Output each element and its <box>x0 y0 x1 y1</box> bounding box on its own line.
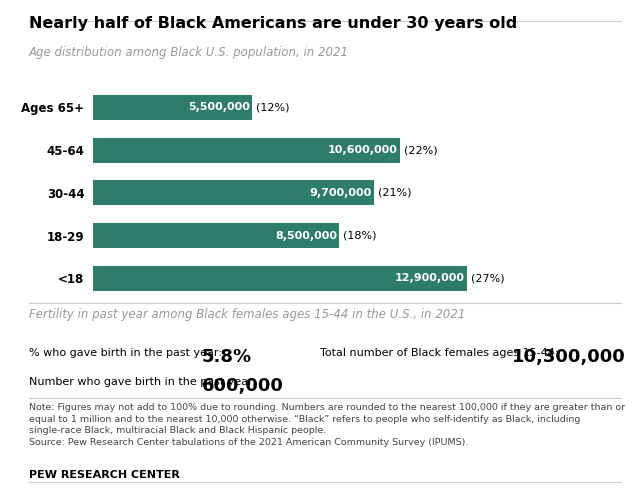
Text: 10,300,000: 10,300,000 <box>512 348 626 366</box>
Text: (12%): (12%) <box>256 102 289 112</box>
Text: Number who gave birth in the past year:: Number who gave birth in the past year: <box>29 377 256 387</box>
Text: (22%): (22%) <box>404 145 438 155</box>
Text: (27%): (27%) <box>470 274 504 284</box>
Text: 600,000: 600,000 <box>202 377 284 395</box>
Text: Fertility in past year among Black females ages 15-44 in the U.S., in 2021: Fertility in past year among Black femal… <box>29 308 465 321</box>
Bar <box>93 266 467 291</box>
Text: 10,600,000: 10,600,000 <box>328 145 398 155</box>
Text: (21%): (21%) <box>378 188 412 198</box>
Text: 8,500,000: 8,500,000 <box>275 230 337 240</box>
Text: 5.8%: 5.8% <box>202 348 252 366</box>
Text: 12,900,000: 12,900,000 <box>395 274 465 284</box>
Text: Nearly half of Black Americans are under 30 years old: Nearly half of Black Americans are under… <box>29 16 517 31</box>
Text: (18%): (18%) <box>343 230 376 240</box>
Text: Age distribution among Black U.S. population, in 2021: Age distribution among Black U.S. popula… <box>29 46 349 59</box>
Bar <box>93 223 339 248</box>
Bar <box>93 95 252 120</box>
Text: 5,500,000: 5,500,000 <box>188 102 250 112</box>
Text: PEW RESEARCH CENTER: PEW RESEARCH CENTER <box>29 470 180 480</box>
Text: Note: Figures may not add to 100% due to rounding. Numbers are rounded to the ne: Note: Figures may not add to 100% due to… <box>29 403 625 447</box>
Bar <box>93 180 374 205</box>
Text: % who gave birth in the past year:: % who gave birth in the past year: <box>29 348 221 358</box>
Text: Total number of Black females ages 15-44:: Total number of Black females ages 15-44… <box>320 348 559 358</box>
Text: 9,700,000: 9,700,000 <box>310 188 372 198</box>
Bar <box>93 138 401 162</box>
